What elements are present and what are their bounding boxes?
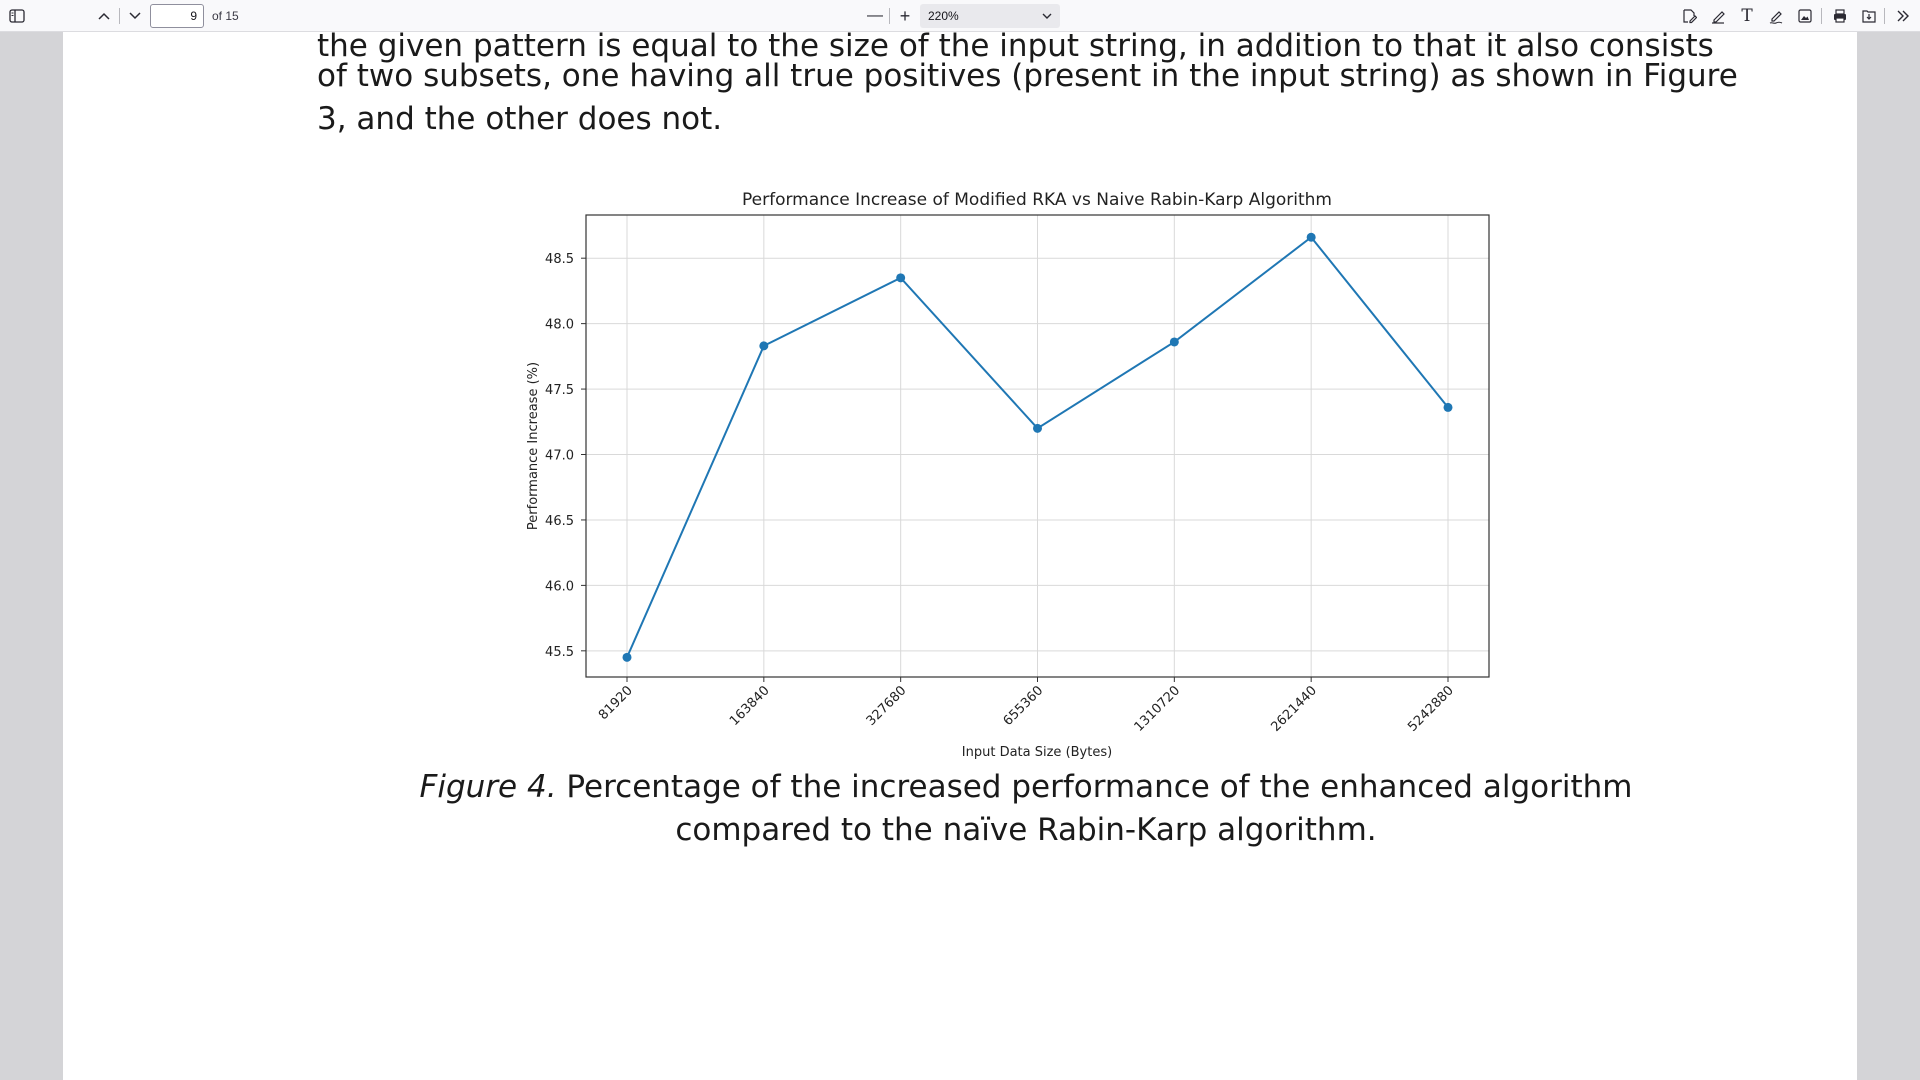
page-count-label: of 15 bbox=[212, 9, 239, 23]
caption-line-1: Percentage of the increased performance … bbox=[556, 769, 1633, 805]
document-page: the given pattern is equal to the size o… bbox=[63, 28, 1857, 1080]
chart-grid bbox=[586, 215, 1489, 677]
y-axis-label: Performance Increase (%) bbox=[526, 362, 541, 530]
caption-line-2: compared to the naïve Rabin-Karp algorit… bbox=[675, 812, 1377, 848]
y-tick-label: 45.5 bbox=[545, 645, 574, 660]
series-line bbox=[622, 232, 1453, 662]
chevron-down-icon[interactable] bbox=[122, 4, 148, 28]
data-point bbox=[896, 273, 906, 283]
signature-icon[interactable] bbox=[1763, 4, 1789, 28]
page-number-input[interactable] bbox=[150, 4, 204, 28]
toolbar-separator bbox=[119, 8, 120, 24]
zoom-out-label: — bbox=[867, 7, 883, 24]
zoom-value: 220% bbox=[928, 9, 959, 23]
x-tick-label: 327680 bbox=[864, 683, 910, 729]
toolbar-separator bbox=[1821, 8, 1822, 24]
y-tick-label: 48.0 bbox=[545, 318, 574, 333]
save-icon[interactable] bbox=[1856, 4, 1882, 28]
pdf-toolbar: of 15 — + 220% T bbox=[0, 0, 1920, 32]
data-point bbox=[1443, 402, 1453, 412]
data-point bbox=[622, 652, 632, 662]
print-icon[interactable] bbox=[1827, 4, 1853, 28]
body-text-line: the given pattern is equal to the size o… bbox=[317, 28, 1714, 64]
x-axis: 81920 163840 327680 655360 1310720 2621440 524… bbox=[596, 677, 1457, 735]
figure-caption: Figure 4. Percentage of the increased pe… bbox=[353, 766, 1699, 852]
zoom-select[interactable]: 220% bbox=[920, 4, 1060, 28]
data-point bbox=[1306, 232, 1316, 242]
x-tick-label: 655360 bbox=[1001, 683, 1047, 729]
zoom-in-label: + bbox=[899, 5, 911, 26]
x-tick-label: 2621440 bbox=[1268, 683, 1320, 735]
more-tools-icon[interactable] bbox=[1890, 4, 1916, 28]
data-point bbox=[1169, 337, 1179, 347]
toolbar-separator bbox=[1884, 8, 1885, 24]
sidebar-toggle-icon[interactable] bbox=[4, 4, 30, 28]
draw-icon[interactable] bbox=[1705, 4, 1731, 28]
x-axis-label: Input Data Size (Bytes) bbox=[962, 745, 1112, 760]
zoom-out-button[interactable]: — bbox=[862, 4, 888, 28]
body-text-line: 3, and the other does not. bbox=[317, 101, 723, 137]
x-tick-label: 163840 bbox=[727, 683, 773, 729]
chevron-down-icon bbox=[1042, 13, 1052, 19]
x-tick-label: 5242880 bbox=[1405, 683, 1457, 735]
x-tick-label: 81920 bbox=[596, 683, 636, 723]
chart-title: Performance Increase of Modified RKA vs … bbox=[742, 190, 1332, 210]
zoom-in-button[interactable]: + bbox=[892, 4, 918, 28]
y-tick-label: 46.0 bbox=[545, 579, 574, 594]
y-tick-label: 47.0 bbox=[545, 449, 574, 464]
data-point bbox=[1033, 423, 1042, 433]
chevron-up-icon[interactable] bbox=[91, 4, 117, 28]
data-point bbox=[759, 341, 769, 351]
y-tick-label: 48.5 bbox=[545, 252, 574, 267]
image-icon[interactable] bbox=[1792, 4, 1818, 28]
y-axis: 45.5 46.0 46.5 47.0 47.5 48.0 48.5 bbox=[545, 252, 586, 660]
text-icon[interactable]: T bbox=[1741, 6, 1753, 26]
edit-text-icon[interactable] bbox=[1676, 4, 1702, 28]
x-tick-label: 1310720 bbox=[1132, 683, 1184, 735]
figure-label: Figure 4. bbox=[419, 769, 557, 805]
line-chart: Performance Increase of Modified RKA vs … bbox=[526, 190, 1490, 760]
y-tick-label: 47.5 bbox=[545, 383, 574, 398]
body-text-line: of two subsets, one having all true posi… bbox=[317, 58, 1738, 94]
toolbar-separator bbox=[889, 8, 890, 24]
y-tick-label: 46.5 bbox=[545, 514, 574, 529]
